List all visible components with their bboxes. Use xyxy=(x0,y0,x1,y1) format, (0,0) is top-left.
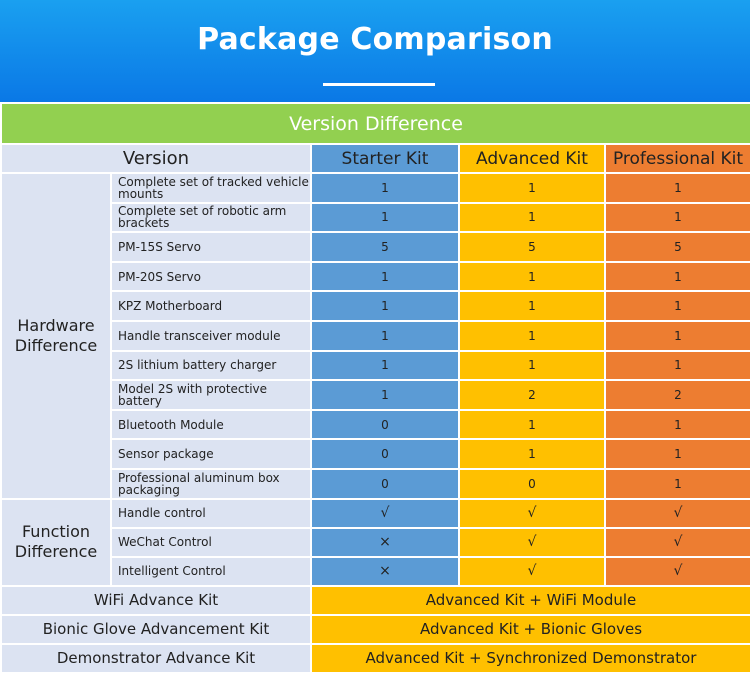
section-title: Version Difference xyxy=(0,102,750,145)
professional-value-cell: 2 xyxy=(604,379,750,411)
professional-value-cell: √ xyxy=(604,555,750,587)
starter-value-cell: 0 xyxy=(310,467,460,500)
professional-value-cell: √ xyxy=(604,526,750,558)
function-difference-label: Function Difference xyxy=(0,497,112,587)
kit-value-cell: Advanced Kit + WiFi Module xyxy=(310,584,750,616)
version-header: Version xyxy=(0,143,312,174)
table-row: PM-20S Servo 1 1 1 xyxy=(1,260,750,293)
kit-row: Demonstrator Advance Kit Advanced Kit + S… xyxy=(0,642,750,674)
title-underline xyxy=(323,83,435,86)
item-name-cell: Intelligent Control xyxy=(110,555,312,587)
starter-value-cell: 5 xyxy=(310,231,460,263)
kit-label-cell: Bionic Glove Advancement Kit xyxy=(0,613,312,645)
advanced-value-cell: 1 xyxy=(458,319,606,352)
table-row: Hardware Difference Complete set of track… xyxy=(0,172,750,500)
professional-value-cell: 1 xyxy=(604,172,750,204)
starter-value-cell: 0 xyxy=(310,438,460,470)
advanced-value-cell: 1 xyxy=(458,349,606,382)
table-row: Intelligent Control × √ √ xyxy=(1,555,750,587)
table-row: Professional aluminum box packaging 0 0 1 xyxy=(1,467,750,500)
kit-label-cell: Demonstrator Advance Kit xyxy=(0,642,312,674)
kit-value-cell: Advanced Kit + Bionic Gloves xyxy=(310,613,750,645)
advanced-value-cell: √ xyxy=(458,555,606,587)
item-name-cell: WeChat Control xyxy=(110,526,312,558)
table-row: KPZ Motherboard 1 1 1 xyxy=(1,290,750,322)
column-header-row: Version Starter Kit Advanced Kit Profess… xyxy=(0,143,750,174)
section-title-row: Version Difference xyxy=(0,102,750,145)
item-name-cell: Model 2S with protective battery xyxy=(110,379,312,411)
starter-value-cell: 0 xyxy=(310,408,460,441)
starter-value-cell: 1 xyxy=(310,260,460,293)
kit-row: WiFi Advance Kit Advanced Kit + WiFi Modu… xyxy=(0,584,750,616)
table-row: Handle transceiver module 1 1 1 xyxy=(1,319,750,352)
advanced-value-cell: 1 xyxy=(458,290,606,322)
item-name-cell: Handle control xyxy=(110,497,312,529)
table-row: PM-15S Servo 5 5 5 xyxy=(1,231,750,263)
item-name-cell: PM-15S Servo xyxy=(110,231,312,263)
starter-value-cell: 1 xyxy=(310,349,460,382)
professional-value-cell: 1 xyxy=(604,260,750,293)
kit-row: Bionic Glove Advancement Kit Advanced Kit… xyxy=(0,613,750,645)
starter-value-cell: 1 xyxy=(310,319,460,352)
kit-label-cell: WiFi Advance Kit xyxy=(0,584,312,616)
table-row: Sensor package 0 1 1 xyxy=(1,438,750,470)
professional-value-cell: 1 xyxy=(604,438,750,470)
table-row: Model 2S with protective battery 1 2 2 xyxy=(1,379,750,411)
professional-value-cell: 1 xyxy=(604,408,750,441)
item-name-cell: Complete set of robotic arm brackets xyxy=(110,201,312,234)
page-title: Package Comparison xyxy=(197,22,553,57)
professional-value-cell: 1 xyxy=(604,201,750,234)
professional-value-cell: √ xyxy=(604,497,750,529)
advanced-value-cell: 5 xyxy=(458,231,606,263)
kit-value-cell: Advanced Kit + Synchronized Demonstrator xyxy=(310,642,750,674)
table-row: 2S lithium battery charger 1 1 1 xyxy=(1,349,750,382)
starter-value-cell: √ xyxy=(310,497,460,529)
professional-value-cell: 1 xyxy=(604,349,750,382)
table-row: Bluetooth Module 0 1 1 xyxy=(1,408,750,441)
hardware-difference-label: Hardware Difference xyxy=(0,172,112,500)
page-header: Package Comparison xyxy=(0,0,750,102)
advanced-value-cell: √ xyxy=(458,497,606,529)
item-name-cell: KPZ Motherboard xyxy=(110,290,312,322)
starter-value-cell: × xyxy=(310,555,460,587)
professional-value-cell: 5 xyxy=(604,231,750,263)
comparison-table: Version Difference Version Starter Kit A… xyxy=(0,102,750,674)
starter-value-cell: × xyxy=(310,526,460,558)
starter-value-cell: 1 xyxy=(310,201,460,234)
table-row: Complete set of robotic arm brackets 1 1 1 xyxy=(1,201,750,234)
table-row: WeChat Control × √ √ xyxy=(1,526,750,558)
starter-value-cell: 1 xyxy=(310,172,460,204)
advanced-value-cell: 1 xyxy=(458,172,606,204)
starter-value-cell: 1 xyxy=(310,290,460,322)
item-name-cell: Bluetooth Module xyxy=(110,408,312,441)
advanced-value-cell: 2 xyxy=(458,379,606,411)
item-name-cell: Complete set of tracked vehicle mounts xyxy=(110,172,312,204)
table-row: Function Difference Handle control √ √ √ xyxy=(0,497,750,587)
advanced-value-cell: 0 xyxy=(458,467,606,500)
professional-value-cell: 1 xyxy=(604,290,750,322)
item-name-cell: Professional aluminum box packaging xyxy=(110,467,312,500)
starter-value-cell: 1 xyxy=(310,379,460,411)
item-name-cell: PM-20S Servo xyxy=(110,260,312,293)
column-header-advanced: Advanced Kit xyxy=(458,143,606,174)
column-header-professional: Professional Kit xyxy=(604,143,750,174)
advanced-value-cell: 1 xyxy=(458,408,606,441)
item-name-cell: 2S lithium battery charger xyxy=(110,349,312,382)
item-name-cell: Sensor package xyxy=(110,438,312,470)
item-name-cell: Handle transceiver module xyxy=(110,319,312,352)
professional-value-cell: 1 xyxy=(604,467,750,500)
professional-value-cell: 1 xyxy=(604,319,750,352)
advanced-value-cell: 1 xyxy=(458,438,606,470)
advanced-value-cell: 1 xyxy=(458,201,606,234)
advanced-value-cell: √ xyxy=(458,526,606,558)
advanced-value-cell: 1 xyxy=(458,260,606,293)
column-header-starter: Starter Kit xyxy=(310,143,460,174)
